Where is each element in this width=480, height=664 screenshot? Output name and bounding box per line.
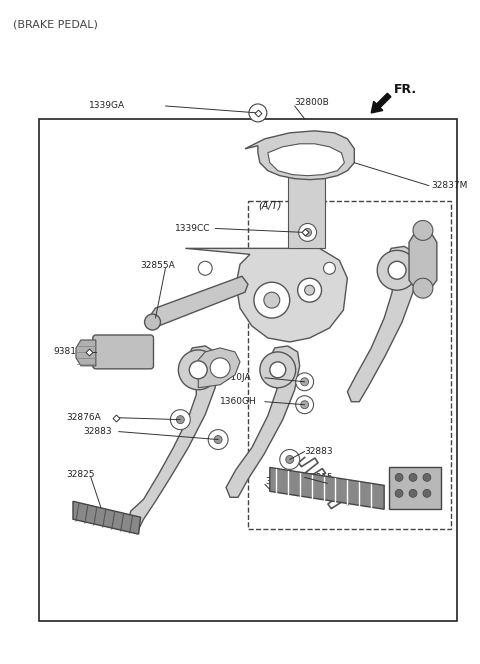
- Circle shape: [296, 396, 313, 414]
- Polygon shape: [288, 176, 324, 248]
- Circle shape: [210, 358, 230, 378]
- Text: 32800B: 32800B: [295, 98, 329, 108]
- Text: 32883: 32883: [83, 427, 111, 436]
- Text: FR.: FR.: [394, 82, 417, 96]
- Circle shape: [423, 473, 431, 481]
- Circle shape: [296, 373, 313, 390]
- Polygon shape: [245, 131, 354, 180]
- Polygon shape: [409, 232, 437, 288]
- Circle shape: [299, 224, 316, 242]
- Circle shape: [179, 350, 218, 390]
- Circle shape: [377, 250, 417, 290]
- Circle shape: [280, 450, 300, 469]
- Circle shape: [286, 456, 294, 463]
- Circle shape: [298, 278, 322, 302]
- Circle shape: [413, 278, 433, 298]
- Circle shape: [413, 220, 433, 240]
- Polygon shape: [148, 276, 248, 326]
- Polygon shape: [76, 340, 96, 366]
- Text: 1339CC: 1339CC: [175, 224, 211, 233]
- Circle shape: [300, 378, 309, 386]
- Circle shape: [198, 262, 212, 276]
- Polygon shape: [226, 346, 300, 497]
- Circle shape: [409, 473, 417, 481]
- Polygon shape: [348, 246, 417, 402]
- Circle shape: [260, 352, 296, 388]
- Circle shape: [305, 286, 314, 295]
- Polygon shape: [268, 144, 344, 176]
- FancyArrow shape: [371, 93, 391, 113]
- Circle shape: [144, 314, 160, 330]
- Circle shape: [409, 489, 417, 497]
- Text: 1360GH: 1360GH: [220, 397, 257, 406]
- Circle shape: [208, 430, 228, 450]
- Polygon shape: [185, 248, 348, 342]
- Polygon shape: [129, 346, 218, 529]
- Text: (BRAKE PEDAL): (BRAKE PEDAL): [13, 19, 98, 29]
- Circle shape: [170, 410, 190, 430]
- Polygon shape: [270, 467, 384, 509]
- Circle shape: [395, 473, 403, 481]
- Text: 1310JA: 1310JA: [220, 373, 252, 382]
- Circle shape: [324, 262, 336, 274]
- Circle shape: [300, 400, 309, 408]
- Polygon shape: [198, 348, 240, 388]
- Circle shape: [304, 228, 312, 236]
- Circle shape: [189, 361, 207, 378]
- FancyBboxPatch shape: [93, 335, 154, 369]
- Circle shape: [270, 362, 286, 378]
- Text: 32825: 32825: [66, 470, 95, 479]
- Text: 32825A: 32825A: [265, 477, 300, 486]
- Bar: [248, 201, 451, 529]
- Text: 93810A: 93810A: [53, 347, 88, 357]
- Circle shape: [254, 282, 290, 318]
- Text: 32855A: 32855A: [141, 261, 175, 270]
- Text: 32815: 32815: [305, 473, 333, 482]
- Circle shape: [176, 416, 184, 424]
- Text: 32837M: 32837M: [431, 181, 467, 190]
- Text: 1339GA: 1339GA: [89, 102, 125, 110]
- Circle shape: [214, 436, 222, 444]
- Circle shape: [395, 489, 403, 497]
- Bar: [39, 119, 457, 621]
- Circle shape: [264, 292, 280, 308]
- Polygon shape: [73, 501, 141, 534]
- Text: 32883: 32883: [305, 447, 333, 456]
- Bar: [389, 467, 441, 509]
- Circle shape: [423, 489, 431, 497]
- Text: 32876A: 32876A: [66, 413, 101, 422]
- Circle shape: [249, 104, 267, 122]
- Text: (A/T): (A/T): [258, 201, 281, 210]
- Circle shape: [388, 262, 406, 280]
